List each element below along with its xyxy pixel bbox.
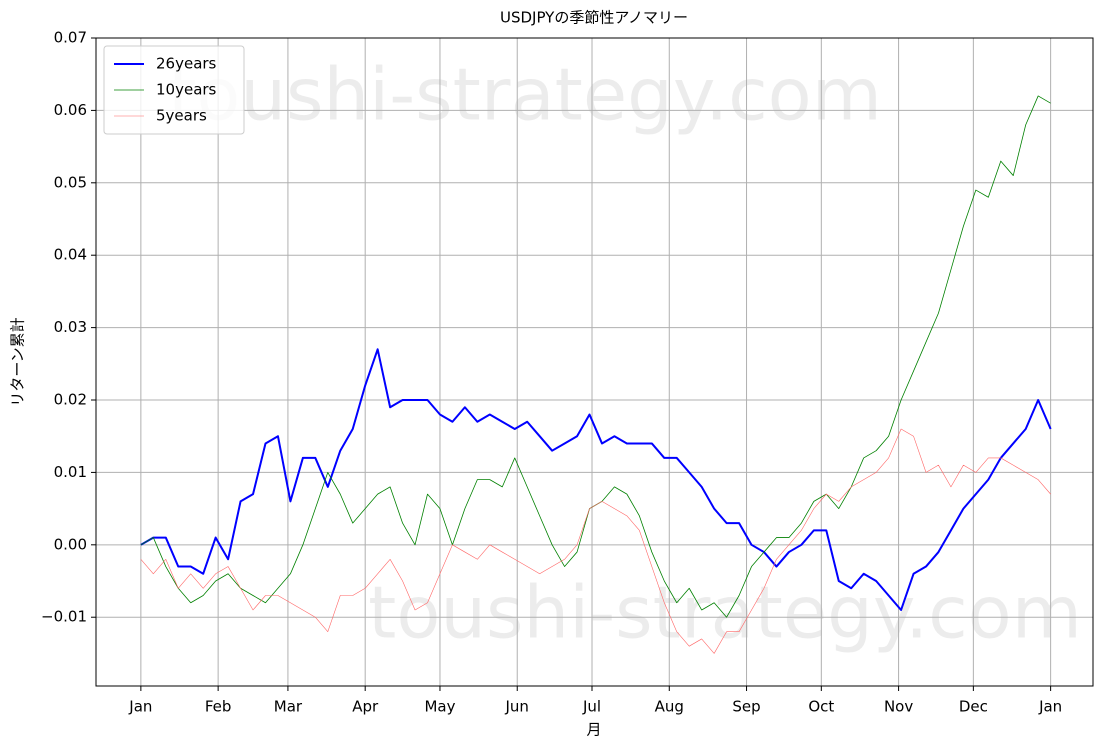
y-tick-label: 0.01	[54, 463, 87, 481]
y-tick-label: 0.03	[54, 318, 87, 336]
y-axis-label: リターン累計	[9, 317, 27, 406]
legend-label: 10years	[156, 81, 217, 99]
x-tick-label: May	[424, 698, 455, 716]
x-tick-label: Feb	[205, 698, 232, 716]
watermark: toushi-strategy.com	[168, 53, 882, 137]
x-tick-label: Aug	[655, 698, 684, 716]
x-tick-label: Mar	[274, 698, 303, 716]
line-series	[140, 428, 1051, 654]
y-tick-label: 0.07	[54, 29, 87, 47]
y-tick-label: 0.02	[54, 391, 87, 409]
chart-title: USDJPYの季節性アノマリー	[500, 9, 688, 27]
y-tick-label: −0.01	[41, 608, 87, 626]
y-tick-label: 0.00	[54, 535, 87, 553]
x-tick-label: Jun	[505, 698, 529, 716]
x-tick-label: Jan	[1038, 698, 1062, 716]
x-axis-label: 月	[586, 721, 601, 739]
y-tick-label: 0.04	[54, 246, 87, 264]
legend-label: 26years	[156, 55, 217, 73]
watermark: toushi-strategy.com	[368, 571, 1082, 655]
x-tick-label: Jul	[582, 698, 601, 716]
line-series	[140, 348, 1052, 611]
legend-box	[103, 45, 245, 135]
legend-label: 5years	[156, 107, 207, 125]
y-tick-label: 0.05	[54, 173, 87, 191]
x-tick-label: Sep	[732, 698, 760, 716]
x-tick-label: Nov	[884, 698, 913, 716]
y-tick-label: 0.06	[54, 101, 87, 119]
x-tick-label: Dec	[959, 698, 988, 716]
x-tick-label: Jan	[128, 698, 152, 716]
line-series	[140, 95, 1051, 618]
plot-frame	[95, 37, 1094, 687]
x-tick-label: Apr	[352, 698, 379, 716]
x-tick-label: Oct	[808, 698, 834, 716]
